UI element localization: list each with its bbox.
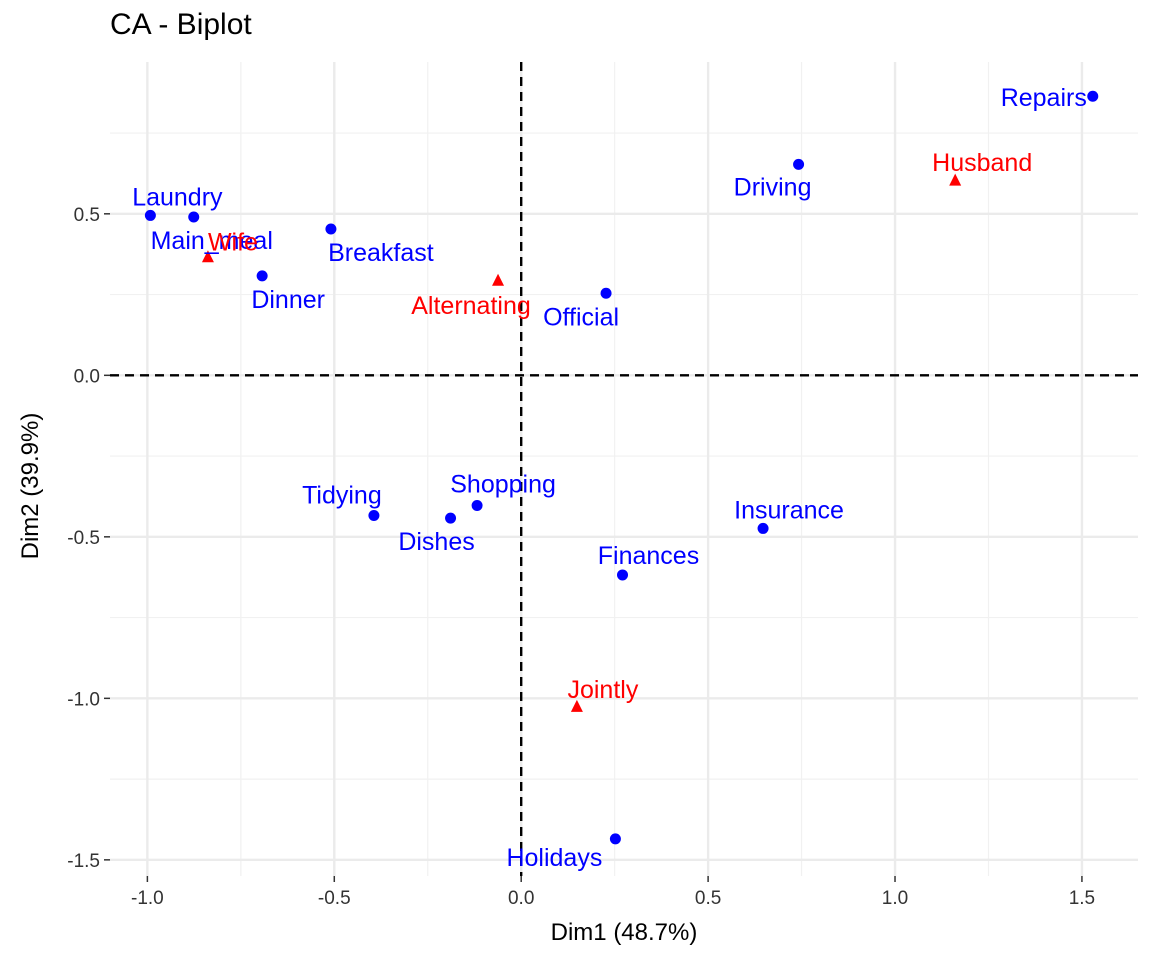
x-tick-label: 1.0 xyxy=(882,888,908,909)
minor-grid xyxy=(110,62,1138,876)
label-jointly: Jointly xyxy=(567,676,638,704)
label-holidays: Holidays xyxy=(506,844,602,872)
label-dishes: Dishes xyxy=(398,528,474,556)
x-tick-label: 0.5 xyxy=(695,888,721,909)
label-driving: Driving xyxy=(734,173,812,201)
x-axis-title: Dim1 (48.7%) xyxy=(551,919,698,946)
point-repairs xyxy=(1087,90,1099,102)
y-tick-label: -1.5 xyxy=(67,851,100,872)
label-wife: Wife xyxy=(208,228,258,256)
point-dishes xyxy=(445,512,457,524)
point-insurance xyxy=(757,522,769,534)
y-axis-title: Dim2 (39.9%) xyxy=(17,413,44,560)
x-tick-label: 0.0 xyxy=(508,888,534,909)
point-holidays xyxy=(609,833,621,845)
point-jointly xyxy=(570,699,583,712)
point-husband xyxy=(949,173,962,186)
point-dinner xyxy=(256,270,268,282)
point-alternating xyxy=(492,273,505,286)
point-driving xyxy=(793,158,805,170)
label-tidying: Tidying xyxy=(302,482,382,510)
x-tick-label: 1.5 xyxy=(1069,888,1095,909)
label-dinner: Dinner xyxy=(251,286,325,314)
point-main-meal xyxy=(188,211,200,223)
label-finances: Finances xyxy=(598,542,699,570)
point-official xyxy=(600,287,612,299)
data-marks xyxy=(144,90,1099,845)
x-tick-label: -1.0 xyxy=(131,888,164,909)
label-repairs: Repairs xyxy=(1001,84,1087,112)
point-laundry xyxy=(144,209,156,221)
label-laundry: Laundry xyxy=(132,183,223,211)
label-shopping: Shopping xyxy=(450,471,556,499)
y-tick-label: -0.5 xyxy=(67,528,100,549)
major-grid xyxy=(110,62,1138,876)
label-main-meal: Main_meal xyxy=(151,227,273,255)
point-finances xyxy=(617,569,629,581)
y-tick-label: 0.0 xyxy=(74,366,100,387)
y-tick-label: 0.5 xyxy=(74,205,100,226)
point-wife xyxy=(201,250,214,263)
label-breakfast: Breakfast xyxy=(328,239,434,267)
reference-lines xyxy=(110,62,1138,876)
label-alternating: Alternating xyxy=(411,292,531,320)
x-tick-label: -0.5 xyxy=(318,888,351,909)
axis-ticks: -1.0 -0.5 0.0 0.5 1.0 1.5 -1.5 -1.0 -0.5 0.0 0.5 xyxy=(67,205,1095,909)
point-tidying xyxy=(368,510,380,522)
point-shopping xyxy=(471,500,483,512)
label-official: Official xyxy=(543,303,619,331)
point-breakfast xyxy=(325,223,337,235)
chart-title: CA - Biplot xyxy=(110,8,252,41)
y-tick-label: -1.0 xyxy=(67,689,100,710)
label-insurance: Insurance xyxy=(734,496,844,524)
label-husband: Husband xyxy=(932,149,1032,177)
